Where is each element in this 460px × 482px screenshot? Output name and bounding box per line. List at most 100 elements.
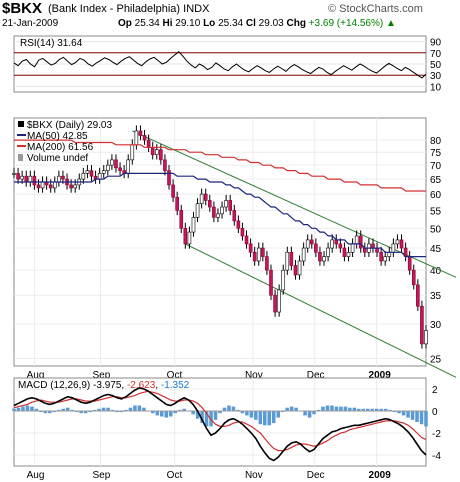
- macd-histogram-bar: [325, 405, 330, 411]
- price-bar-body: [216, 213, 220, 218]
- macd-histogram-bar: [415, 411, 419, 422]
- macd-histogram-bar: [115, 411, 119, 413]
- price-xtick-label: Sep: [93, 370, 111, 381]
- price-bar-body: [40, 181, 45, 189]
- price-bar-body: [138, 130, 143, 136]
- price-bar-body: [228, 200, 232, 211]
- macd-histogram-bar: [88, 411, 92, 413]
- macd-histogram-bar: [271, 411, 276, 424]
- change-label: Chg: [286, 18, 306, 29]
- price-bar-body: [118, 167, 122, 171]
- price-tick-label: 40: [430, 266, 442, 277]
- price-bar-body: [175, 196, 179, 211]
- price-bar-body: [101, 170, 106, 174]
- ticker-symbol: $BKX: [2, 0, 43, 17]
- price-tick-label: 70: [430, 161, 442, 172]
- price-bar-body: [273, 294, 277, 313]
- price-bar-body: [114, 159, 118, 169]
- macd-histogram-bar: [142, 407, 146, 411]
- price-bar-body: [97, 173, 102, 180]
- change-value: +3.69 (+14.56%): [308, 18, 384, 29]
- price-bar-body: [289, 251, 294, 266]
- macd-histogram-bar: [16, 407, 21, 411]
- macd-histogram-bar: [343, 406, 348, 411]
- macd-histogram-bar: [30, 406, 34, 411]
- price-bar-body: [52, 181, 57, 189]
- price-bar-body: [371, 243, 375, 249]
- price-bar-body: [293, 265, 298, 276]
- macd-tick-label: -2: [432, 429, 441, 440]
- price-bar-body: [199, 193, 204, 205]
- macd-histogram-bar: [330, 405, 334, 411]
- macd-histogram-bar: [388, 409, 392, 411]
- price-bar-body: [85, 170, 90, 174]
- ma50-legend: MA(50) 42.85: [27, 131, 88, 142]
- price-bar-body: [358, 235, 363, 249]
- price-bar-body: [28, 175, 33, 183]
- price-bar-body: [391, 243, 396, 253]
- price-bar-body: [195, 203, 200, 218]
- price-bar-body: [261, 247, 265, 257]
- macd-histogram-bar: [236, 409, 240, 411]
- macd-histogram-bar: [83, 411, 88, 414]
- macd-histogram-bar: [410, 411, 415, 420]
- price-bar-body: [89, 170, 94, 177]
- macd-xtick-label: Dec: [307, 470, 325, 481]
- macd-xtick-label: 2009: [369, 470, 392, 481]
- price-bar-body: [244, 235, 249, 245]
- macd-histogram-bar: [401, 411, 406, 416]
- price-bar-body: [252, 251, 257, 262]
- price-bar-body: [322, 256, 326, 262]
- macd-histogram-bar: [21, 406, 25, 411]
- macd-histogram-bar: [25, 405, 30, 411]
- price-tick-label: 35: [430, 291, 442, 302]
- price-bar-body: [171, 184, 175, 198]
- macd-histogram-bar: [182, 408, 186, 411]
- price-xtick-label: Dec: [307, 370, 325, 381]
- price-bar-body: [387, 251, 392, 257]
- macd-histogram-bar: [128, 407, 133, 411]
- price-bar-body: [379, 251, 383, 262]
- macd-histogram-bar: [92, 409, 97, 411]
- price-bar-body: [265, 256, 269, 271]
- macd-histogram-bar: [191, 411, 195, 415]
- price-bar-body: [179, 210, 184, 229]
- macd-xtick-label: Nov: [245, 470, 263, 481]
- price-xtick-label: 2009: [369, 370, 392, 381]
- macd-xtick-label: Oct: [167, 470, 183, 481]
- price-bar-body: [338, 243, 343, 249]
- ticker-name: (Bank Index - Philadelphia) INDX: [48, 3, 210, 15]
- open-value: 25.34: [134, 18, 160, 29]
- macd-histogram-bar: [204, 411, 209, 427]
- low-label: Lo: [203, 18, 216, 29]
- price-bar-body: [424, 330, 428, 345]
- macd-histogram-bar: [370, 408, 375, 411]
- price-bar-body: [134, 130, 139, 146]
- macd-histogram-bar: [65, 407, 70, 411]
- macd-histogram-bar: [209, 411, 213, 427]
- price-bar-body: [346, 251, 351, 257]
- macd-histogram-bar: [74, 411, 79, 413]
- price-bar-body: [285, 251, 290, 271]
- price-bar-body: [187, 231, 192, 245]
- macd-histogram-bar: [222, 407, 227, 411]
- rsi-tick-label: 70: [430, 49, 442, 60]
- price-bar-body: [16, 173, 20, 180]
- macd-histogram-bar: [366, 408, 370, 411]
- price-bar-body: [203, 193, 208, 201]
- macd-tick-label: -4: [432, 451, 441, 462]
- rsi-tick-label: 30: [430, 71, 442, 82]
- high-label: Hi: [162, 18, 173, 29]
- price-tick-label: 55: [430, 206, 442, 217]
- macd-xtick-label: Aug: [27, 470, 45, 481]
- macd-histogram-bar: [79, 411, 83, 414]
- macd-histogram-bar: [263, 411, 267, 426]
- macd-histogram-bar: [406, 411, 410, 418]
- price-bar-body: [277, 289, 281, 313]
- macd-histogram-bar: [280, 411, 285, 413]
- macd-tick-label: 0: [432, 407, 438, 418]
- macd-histogram-bar: [424, 411, 428, 427]
- open-label: Op: [118, 18, 132, 29]
